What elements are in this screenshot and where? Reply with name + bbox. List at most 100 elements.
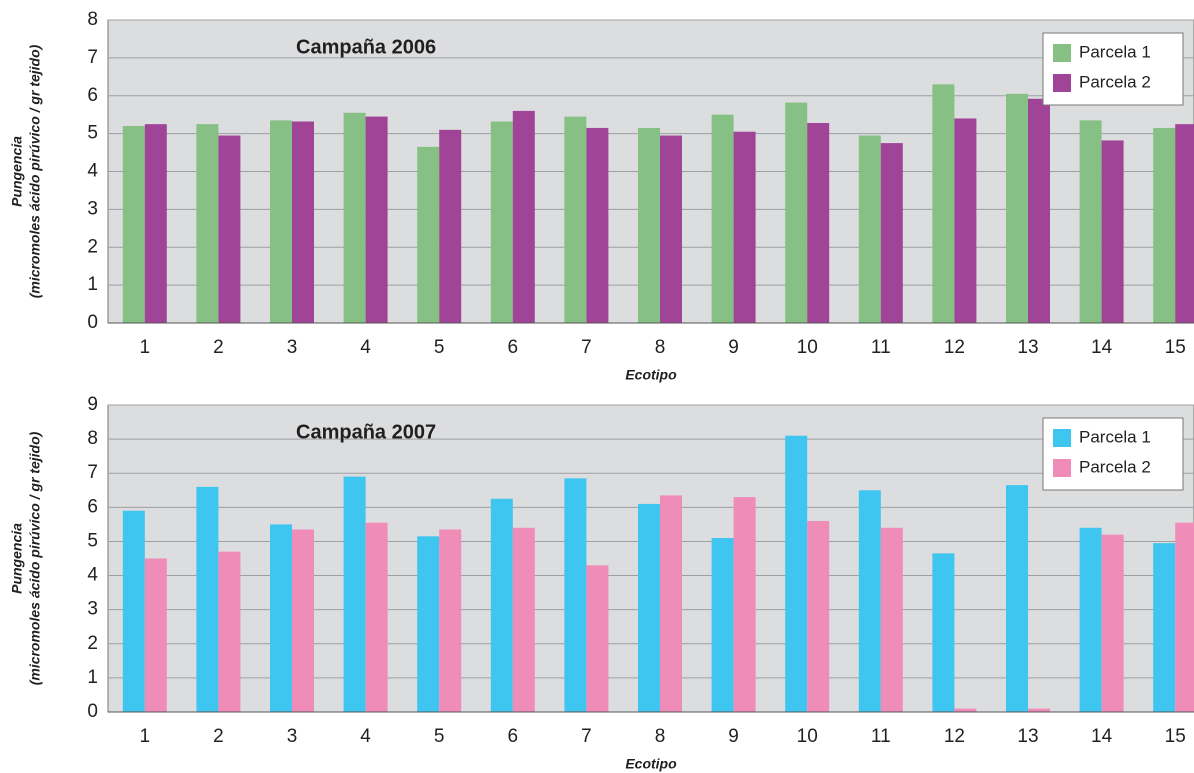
x-axis-label: Ecotipo: [625, 756, 677, 772]
y-tick-label: 0: [87, 701, 98, 722]
x-tick-label: 7: [581, 337, 592, 358]
chart-title: Campaña 2006: [296, 36, 436, 58]
y-axis-label: (micromoles ácido pirúvico / gr tejido): [27, 431, 43, 685]
bar: [564, 116, 587, 323]
legend-swatch: [1053, 459, 1071, 477]
y-tick-label: 2: [87, 633, 98, 654]
bar: [1101, 140, 1124, 323]
bar: [343, 112, 366, 323]
bar: [785, 102, 808, 323]
y-tick-label: 3: [87, 198, 98, 219]
bar: [1101, 534, 1124, 712]
bar: [1006, 93, 1028, 323]
x-tick-label: 13: [1017, 726, 1038, 747]
x-tick-label: 9: [728, 726, 739, 747]
bar: [1028, 98, 1050, 323]
bar: [365, 116, 388, 323]
bar: [733, 497, 756, 712]
x-tick-label: 2: [213, 726, 224, 747]
x-tick-label: 10: [797, 726, 818, 747]
x-axis-label: Ecotipo: [625, 367, 677, 383]
bar: [932, 84, 955, 323]
bar: [785, 435, 808, 712]
legend-label: Parcela 2: [1079, 72, 1151, 91]
chart-title: Campaña 2007: [296, 421, 436, 443]
bar: [1006, 485, 1028, 712]
bar: [218, 551, 241, 712]
bar: [638, 127, 660, 323]
legend-swatch: [1053, 44, 1071, 62]
y-tick-label: 2: [87, 236, 98, 257]
bar: [270, 524, 292, 712]
x-tick-label: 9: [728, 337, 739, 358]
y-tick-label: 3: [87, 599, 98, 620]
bar: [1175, 124, 1194, 323]
bar: [711, 114, 734, 323]
bar: [564, 478, 587, 712]
bar: [1079, 120, 1102, 324]
bar: [490, 121, 513, 323]
bar: [1028, 708, 1050, 712]
x-tick-label: 6: [508, 726, 519, 747]
y-tick-label: 5: [87, 530, 98, 551]
bar: [880, 527, 903, 712]
x-tick-label: 4: [360, 337, 371, 358]
y-tick-label: 9: [87, 394, 98, 415]
y-tick-label: 8: [87, 428, 98, 449]
bar: [1175, 522, 1194, 712]
x-tick-label: 11: [871, 726, 891, 747]
bar: [417, 536, 440, 712]
x-tick-label: 4: [360, 726, 371, 747]
y-axis-label: Pungencia: [9, 523, 25, 594]
x-tick-label: 1: [140, 337, 151, 358]
bar: [1153, 543, 1176, 712]
x-tick-label: 8: [655, 726, 666, 747]
y-tick-label: 6: [87, 85, 98, 106]
x-tick-label: 10: [797, 337, 818, 358]
bar: [807, 520, 830, 712]
x-tick-label: 3: [287, 726, 298, 747]
x-tick-label: 12: [944, 726, 965, 747]
bar: [292, 529, 314, 712]
y-tick-label: 5: [87, 123, 98, 144]
bar: [858, 490, 881, 712]
x-tick-label: 8: [655, 337, 666, 358]
bar: [638, 503, 660, 712]
bar: [439, 529, 462, 712]
legend-box: [1042, 32, 1184, 106]
x-tick-label: 11: [871, 337, 891, 358]
bar: [144, 124, 167, 323]
x-tick-label: 5: [434, 726, 445, 747]
x-tick-label: 3: [287, 337, 298, 358]
bar: [512, 110, 535, 324]
bar: [196, 124, 219, 323]
y-tick-label: 4: [87, 161, 98, 182]
x-tick-label: 15: [1165, 337, 1186, 358]
bar: [122, 126, 145, 323]
bar: [270, 120, 292, 324]
x-tick-label: 2: [213, 337, 224, 358]
y-tick-label: 6: [87, 496, 98, 517]
y-tick-label: 7: [87, 462, 98, 483]
x-tick-label: 13: [1017, 337, 1038, 358]
bar: [439, 129, 462, 323]
y-tick-label: 1: [87, 274, 98, 295]
bar: [660, 495, 682, 712]
legend-label: Parcela 2: [1079, 457, 1151, 476]
bar: [144, 558, 167, 712]
bar: [586, 565, 609, 712]
x-tick-label: 5: [434, 337, 445, 358]
bar: [512, 527, 535, 712]
bar: [1153, 127, 1176, 323]
y-tick-label: 8: [87, 9, 98, 30]
bar: [343, 476, 366, 712]
bar: [417, 146, 440, 323]
bar: [858, 135, 881, 323]
bar: [292, 121, 314, 323]
y-axis-label: Pungencia: [9, 136, 25, 207]
y-tick-label: 1: [87, 667, 98, 688]
bar: [490, 498, 513, 712]
legend-swatch: [1053, 74, 1071, 92]
bar: [586, 127, 609, 323]
